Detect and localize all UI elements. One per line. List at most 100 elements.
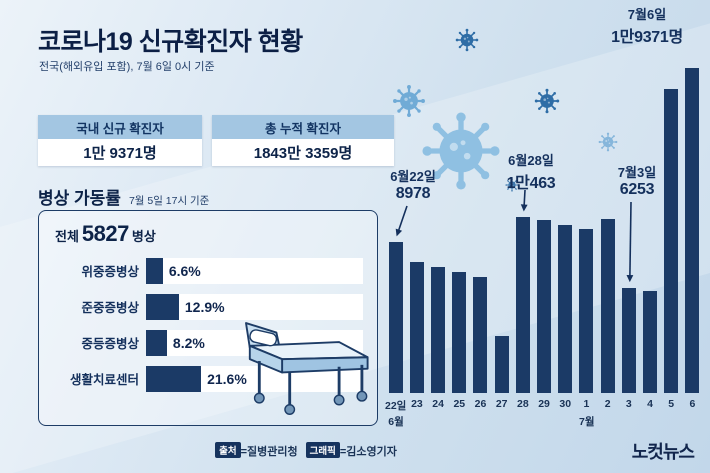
x-tick-label: 2 [604,398,611,410]
bed-row-fill [146,257,163,284]
bed-row-fill [146,365,202,392]
bar-25 [452,272,467,393]
bar-23 [409,262,424,393]
bar-30 [558,225,573,393]
beds-total: 전체 5827 병상 [55,221,156,247]
x-tick-label: 27 [495,398,508,410]
bed-row-label: 중등증병상 [81,337,139,351]
bar-cell [470,68,491,393]
bar-3 [621,288,636,393]
bed-row-label: 생활치료센터 [69,373,139,387]
stat-new-cases-value: 1만 9371명 [38,139,202,166]
bar-2 [600,219,615,393]
bar-cell [555,68,576,393]
source-badge: 출처 [215,442,241,458]
annotation-value: 6253 [619,181,655,198]
x-tick-label: 30 [559,398,572,410]
bed-row-label: 위중증병상 [81,265,139,279]
bar-1 [579,229,594,393]
x-tick-labels: 22일 23 24 25 26 27 28 29 30 1 2 3 4 5 6 [385,398,703,413]
beds-as-of: 7월 5일 17시 기준 [128,195,210,207]
bed-row-track: 12.9% [146,293,363,320]
bar-4 [643,291,658,393]
x-tick-label: 26 [474,398,487,410]
x-tick-label: 23 [411,398,423,410]
bar-cell [491,68,512,393]
stat-new-cases-label: 국내 신규 확진자 [38,115,202,139]
annotation-value: 1만463 [506,175,556,192]
bar-cell [639,68,660,393]
bar-29 [537,220,552,393]
beds-panel: 전체 5827 병상 위중증병상 6.6% 준중증병상 12.9% 중등증병상 8.2% 생… [38,210,378,426]
bar-24 [431,267,445,393]
stat-cumulative-cases: 총 누적 확진자 1843만 3359명 [212,115,394,166]
daily-bars [385,68,703,393]
bed-row: 준중증병상 12.9% [45,293,371,320]
annotation-value: 8978 [395,185,431,202]
bar-cell [385,68,406,393]
graphic-value: =김소영기자 [339,446,397,458]
page-title: 코로나19 신규확진자 현황 [38,28,303,56]
bar-28 [515,217,530,393]
bed-row-track: 6.6% [146,257,363,284]
x-tick-label: 4 [647,398,653,410]
bed-row-fill [146,329,167,356]
stat-cumulative-cases-label: 총 누적 확진자 [212,115,394,139]
bed-row: 생활치료센터 21.6% [45,365,371,392]
x-tick-label: 1 [583,398,590,410]
source-value: =질병관리청 [240,446,298,458]
x-tick-label: 3 [625,398,632,410]
beds-total-suffix: 병상 [131,229,156,244]
bar-cell [533,68,554,393]
bed-row-fill [146,293,179,320]
bar-27 [494,336,509,393]
page-subtitle: 전국(해외유입 포함), 7월 6일 0시 기준 [39,61,215,73]
annotation-6월22일: 6월22일 8978 [390,166,436,203]
stat-cumulative-cases-value: 1843만 3359명 [212,139,394,166]
annotation-date: 7월3일 [617,165,657,180]
month-labels: 6월 7월 [385,414,703,428]
x-tick-label: 6 [689,398,696,410]
bar-5 [664,89,679,393]
bar-cell [661,68,682,393]
month-label: 6월 [388,416,404,428]
graphic-badge: 그래픽 [305,442,340,458]
annotation-7월3일: 7월3일 6253 [618,162,656,199]
bed-row-value: 21.6% [207,370,247,387]
annotation-7월6일: 7월6일 1만9371명 [611,4,683,47]
bed-row-value: 6.6% [168,262,201,279]
bar-22일 [388,242,403,393]
bar-cell [427,68,448,393]
annotation-value: 1만9371명 [611,29,683,46]
hospital-bed-icon [245,322,369,415]
beds-total-prefix: 전체 [55,229,79,244]
x-tick-label: 24 [432,398,444,410]
annotation-date: 6월22일 [390,169,436,184]
beds-heading: 병상 가동률 7월 5일 17시 기준 [38,184,209,209]
bar-cell [449,68,470,393]
bar-cell [576,68,597,393]
x-tick-label: 29 [538,398,550,410]
bar-cell [406,68,427,393]
annotation-date: 6월28일 [508,153,554,168]
bar-26 [473,277,488,393]
annotation-6월28일: 6월28일 1만463 [507,150,556,193]
bar-cell [512,68,533,393]
footer-credits: 출처 =질병관리청 그래픽 =김소영기자 [0,442,620,459]
bar-cell [597,68,618,393]
bed-row-label: 준중증병상 [81,301,139,315]
x-tick-label: 28 [517,398,529,410]
x-tick-label: 22일 [385,400,407,412]
x-tick-label: 25 [453,398,466,410]
stat-new-cases: 국내 신규 확진자 1만 9371명 [38,115,202,166]
beds-total-number: 5827 [81,221,129,246]
bed-row: 위중증병상 6.6% [45,257,371,284]
daily-cases-chart: 22일 23 24 25 26 27 28 29 30 1 2 3 4 5 6 6월 7월 6월22일 8978… [385,0,703,473]
bar-cell [682,68,703,393]
x-tick-label: 5 [668,398,675,410]
bed-row-track: 21.6% [146,365,363,392]
beds-title: 병상 가동률 [38,189,121,208]
nocut-news-logo: 노컷뉴스 [631,442,695,462]
month-label: 7월 [579,416,595,428]
